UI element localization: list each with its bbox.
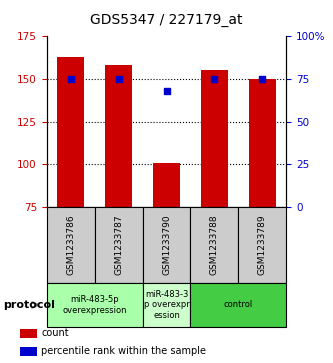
Bar — [238, 207, 286, 283]
Bar — [105, 65, 132, 207]
Bar — [47, 283, 143, 327]
Bar — [20, 347, 37, 356]
Bar — [190, 283, 286, 327]
Text: GSM1233787: GSM1233787 — [114, 215, 123, 276]
Bar — [20, 329, 37, 338]
Bar — [57, 57, 84, 207]
Bar — [47, 207, 95, 283]
Point — [212, 76, 217, 82]
Text: GSM1233788: GSM1233788 — [210, 215, 219, 276]
Text: GSM1233786: GSM1233786 — [66, 215, 75, 276]
Text: GSM1233789: GSM1233789 — [258, 215, 267, 276]
Bar — [143, 283, 190, 327]
Bar — [95, 207, 143, 283]
Text: miR-483-5p
overexpression: miR-483-5p overexpression — [62, 295, 127, 315]
Text: percentile rank within the sample: percentile rank within the sample — [41, 346, 206, 356]
Text: protocol: protocol — [3, 300, 55, 310]
Point — [116, 76, 121, 82]
Text: GSM1233790: GSM1233790 — [162, 215, 171, 276]
Text: GDS5347 / 227179_at: GDS5347 / 227179_at — [90, 13, 243, 27]
Bar — [143, 207, 190, 283]
Text: miR-483-3
p overexpr
ession: miR-483-3 p overexpr ession — [144, 290, 189, 320]
Text: count: count — [41, 328, 69, 338]
Text: control: control — [224, 301, 253, 309]
Point — [164, 88, 169, 94]
Bar — [153, 163, 180, 207]
Bar — [190, 207, 238, 283]
Point — [260, 76, 265, 82]
Bar — [201, 70, 228, 207]
Point — [68, 76, 73, 82]
Bar — [249, 79, 276, 207]
